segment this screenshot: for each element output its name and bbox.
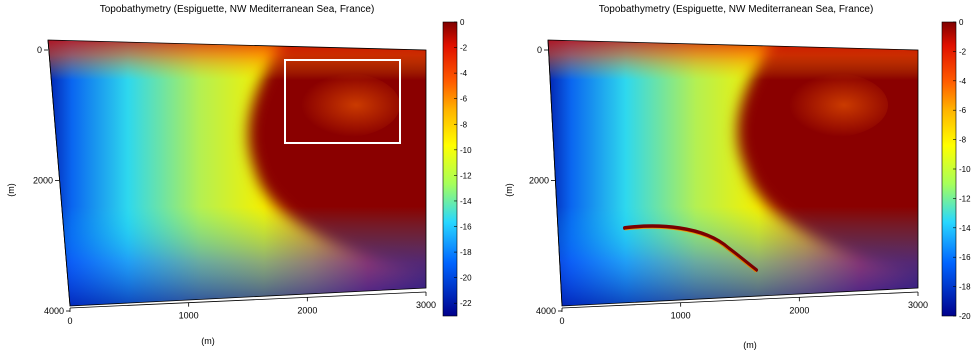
colorbar-tick-label: -6 bbox=[959, 106, 967, 115]
x-axis-label: (m) bbox=[743, 340, 757, 350]
colorbar-tick-label: -8 bbox=[959, 136, 967, 145]
y-tick-label: 4000 bbox=[536, 306, 556, 316]
y-tick-label: 2000 bbox=[33, 176, 53, 186]
shoreline-curve-edge bbox=[624, 227, 757, 273]
heatmap-field bbox=[548, 40, 918, 306]
x-tick-label: 3000 bbox=[908, 300, 928, 310]
colorbar-tick-label: -6 bbox=[460, 95, 468, 104]
right-panel: Topobathymetry (Espiguette, NW Mediterra… bbox=[488, 0, 976, 359]
colorbar-tick-label: -4 bbox=[460, 69, 468, 78]
colorbar-tick-label: -18 bbox=[460, 248, 472, 257]
x-axis-label: (m) bbox=[201, 336, 215, 346]
y-axis-line bbox=[47, 39, 71, 307]
y-tick-label: 0 bbox=[537, 45, 542, 55]
shoreline-curve bbox=[623, 224, 758, 272]
colorbar-tick-label: -12 bbox=[460, 171, 472, 180]
colorbar-tick-label: -22 bbox=[460, 299, 472, 308]
colorbar-tick-label: -16 bbox=[460, 223, 472, 232]
colorbar-tick-label: -10 bbox=[460, 146, 472, 155]
colorbar-tick-label: -14 bbox=[460, 197, 472, 206]
colorbar-tick-label: -18 bbox=[959, 283, 971, 292]
colorbar-tick-label: -20 bbox=[460, 274, 472, 283]
y-tick-label: 0 bbox=[37, 45, 42, 55]
colorbar-tick-label: 0 bbox=[959, 18, 964, 27]
x-tick-label: 2000 bbox=[297, 305, 317, 315]
colorbar-tick-label: 0 bbox=[460, 18, 465, 27]
colorbar-tick-label: -12 bbox=[959, 194, 971, 203]
colorbar-tick-label: -8 bbox=[460, 120, 468, 129]
y-axis-line bbox=[547, 39, 563, 307]
x-tick-label: 1000 bbox=[179, 311, 199, 321]
colorbar-tick-label: -14 bbox=[959, 224, 971, 233]
colorbar-tick-label: -2 bbox=[959, 47, 967, 56]
x-tick-label: 0 bbox=[67, 316, 72, 326]
colorbar-tick-label: -20 bbox=[959, 312, 971, 321]
heatmap-field bbox=[48, 40, 426, 306]
x-axis-line bbox=[69, 291, 427, 309]
x-axis-line bbox=[561, 291, 919, 309]
colorbar bbox=[442, 21, 458, 317]
colorbar-tick-label: -10 bbox=[959, 165, 971, 174]
x-tick-label: 3000 bbox=[416, 300, 436, 310]
y-axis-label: (m) bbox=[504, 183, 514, 197]
left-chart: Topobathymetry (Espiguette, NW Mediterra… bbox=[6, 4, 472, 346]
colorbar-tick-label: -16 bbox=[959, 253, 971, 262]
y-tick-label: 2000 bbox=[529, 176, 549, 186]
y-axis-label: (m) bbox=[6, 183, 16, 197]
zoom-box bbox=[284, 59, 401, 144]
colorbar-tick-label: -2 bbox=[460, 44, 468, 53]
y-tick-label: 4000 bbox=[44, 306, 64, 316]
chart-title: Topobathymetry (Espiguette, NW Mediterra… bbox=[599, 4, 874, 15]
colorbar-tick-label: -4 bbox=[959, 77, 967, 86]
x-tick-label: 1000 bbox=[671, 311, 691, 321]
right-chart: Topobathymetry (Espiguette, NW Mediterra… bbox=[504, 4, 971, 350]
chart-title: Topobathymetry (Espiguette, NW Mediterra… bbox=[100, 4, 375, 15]
left-panel: Topobathymetry (Espiguette, NW Mediterra… bbox=[6, 4, 472, 346]
x-tick-label: 0 bbox=[559, 316, 564, 326]
x-tick-label: 2000 bbox=[789, 305, 809, 315]
